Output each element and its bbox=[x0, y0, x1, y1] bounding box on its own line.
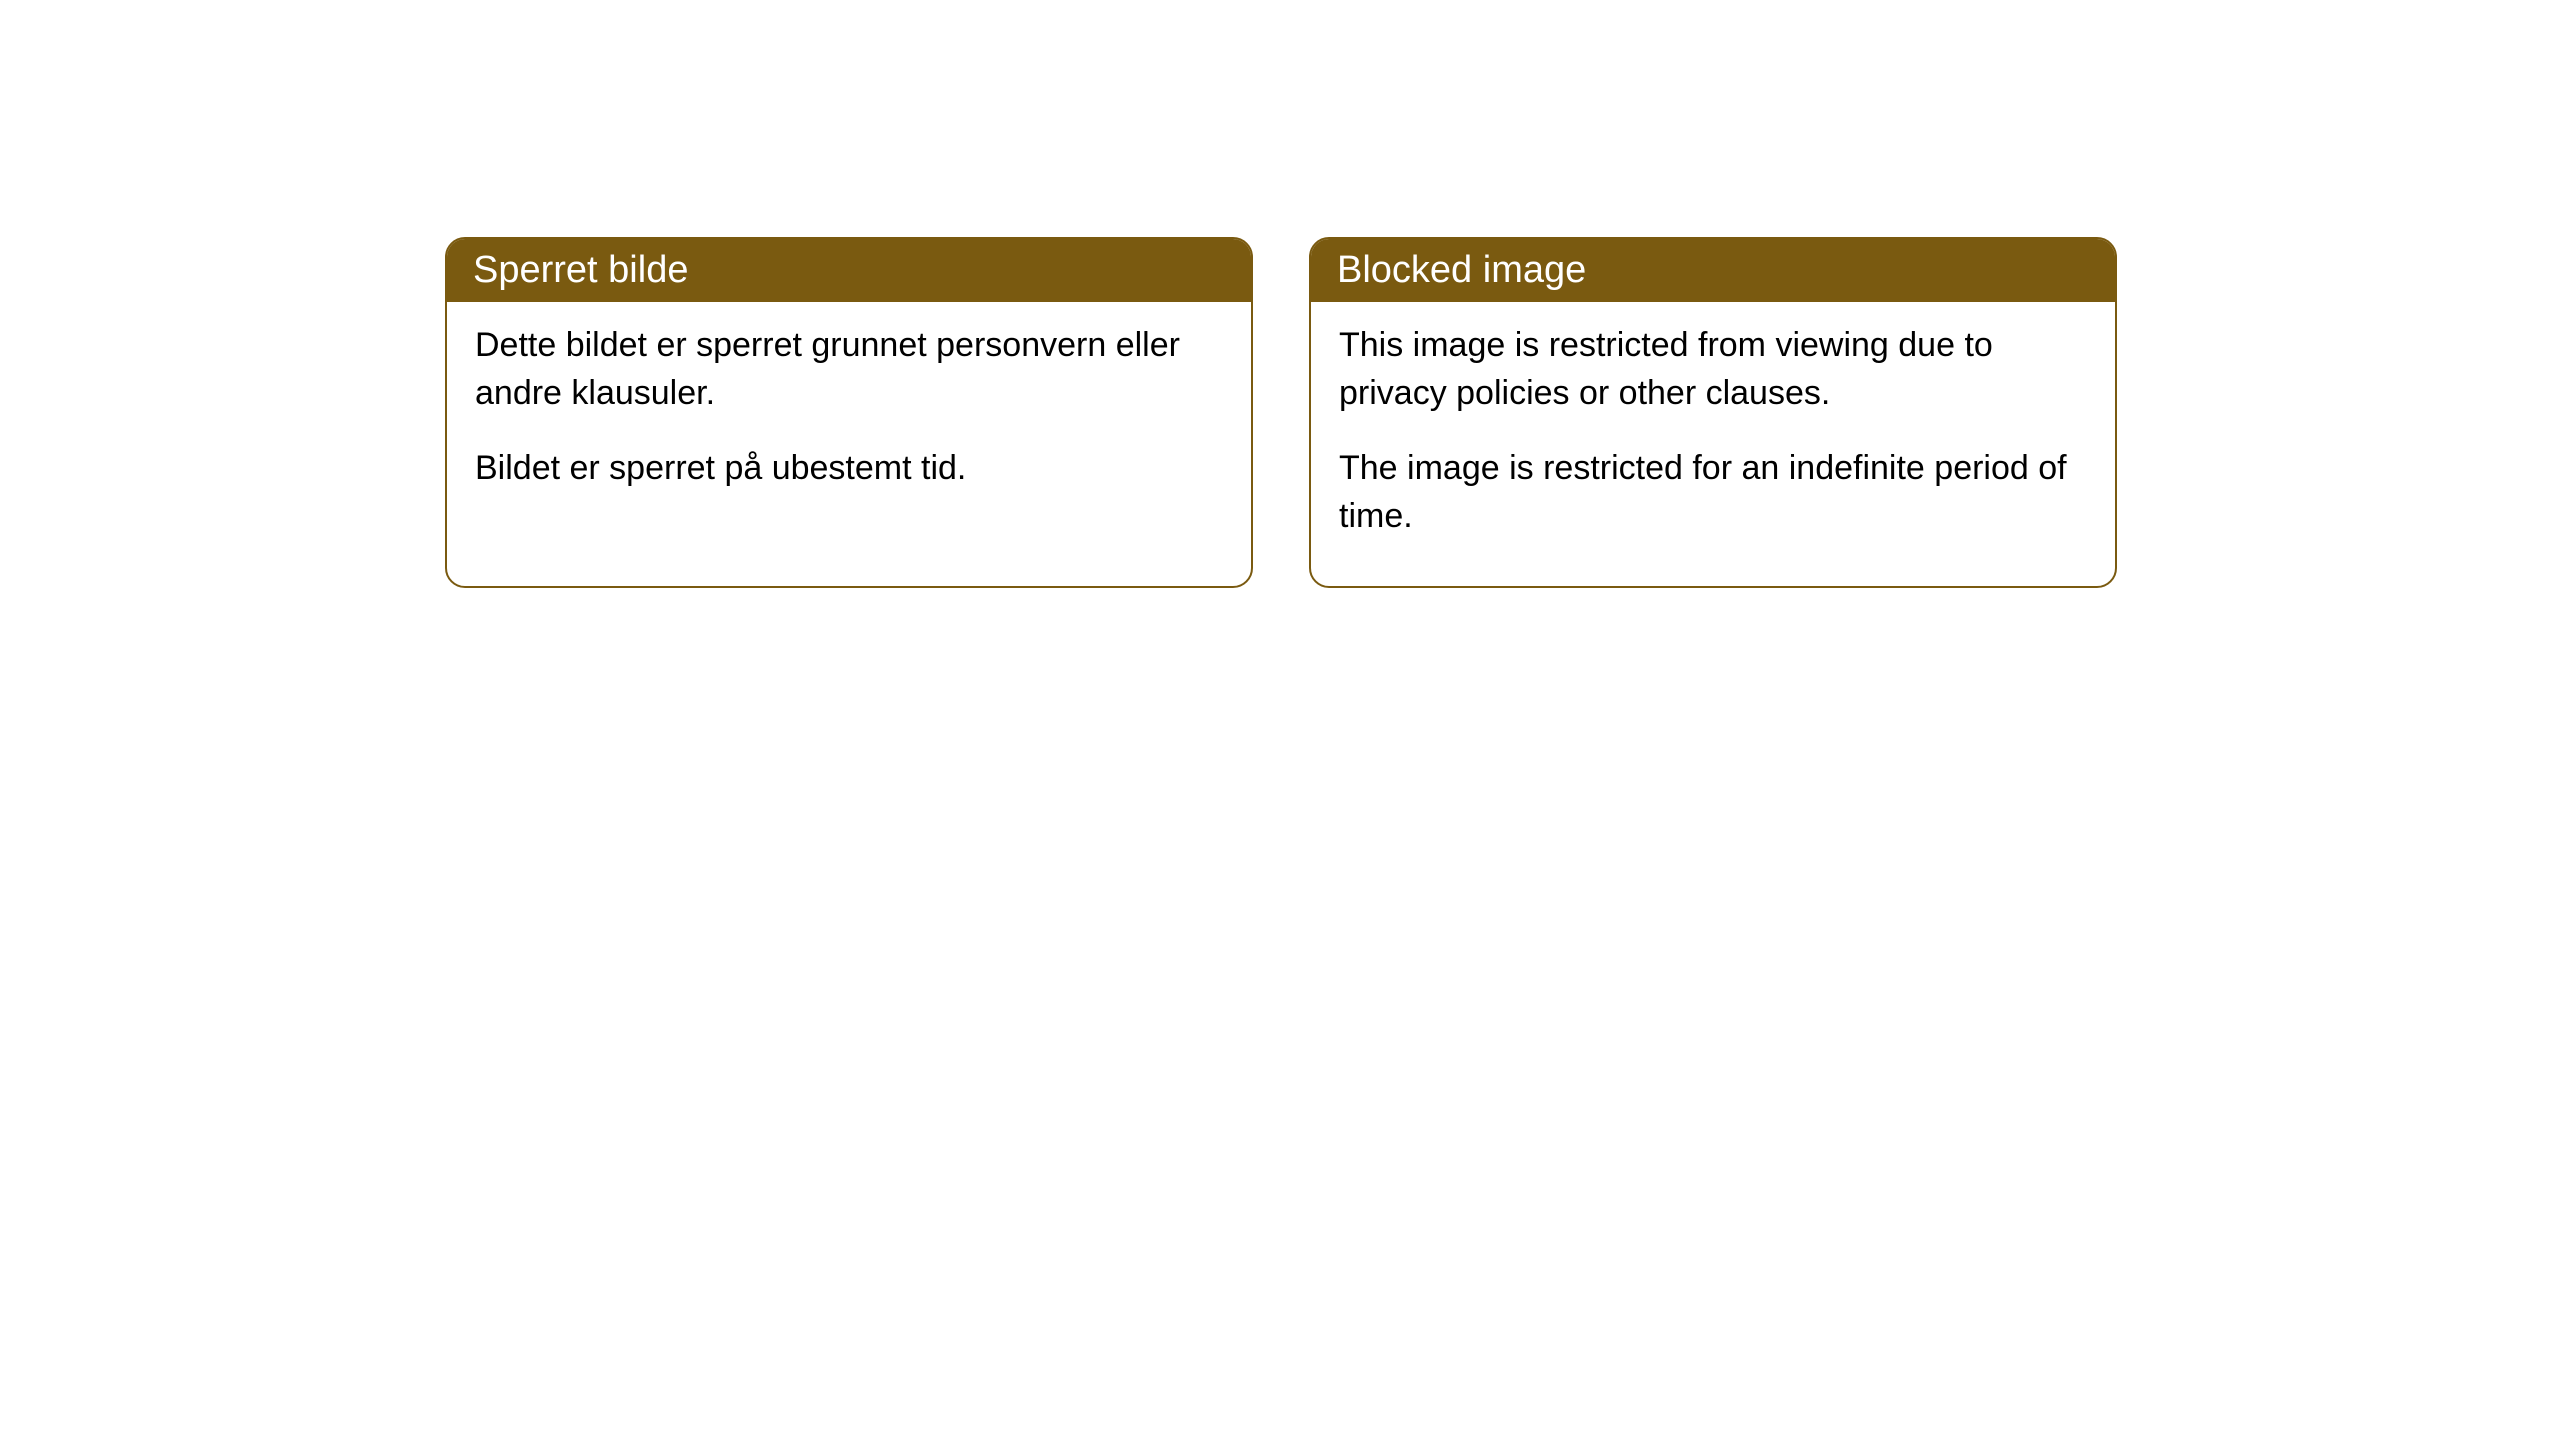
notice-cards-container: Sperret bilde Dette bildet er sperret gr… bbox=[445, 237, 2117, 588]
card-paragraph: This image is restricted from viewing du… bbox=[1339, 322, 2087, 417]
card-title: Sperret bilde bbox=[473, 249, 688, 291]
card-header-norwegian: Sperret bilde bbox=[447, 239, 1251, 302]
card-paragraph: The image is restricted for an indefinit… bbox=[1339, 445, 2087, 540]
card-body-english: This image is restricted from viewing du… bbox=[1311, 302, 2115, 586]
blocked-image-card-norwegian: Sperret bilde Dette bildet er sperret gr… bbox=[445, 237, 1253, 588]
card-header-english: Blocked image bbox=[1311, 239, 2115, 302]
card-title: Blocked image bbox=[1337, 249, 1586, 291]
card-paragraph: Dette bildet er sperret grunnet personve… bbox=[475, 322, 1223, 417]
card-paragraph: Bildet er sperret på ubestemt tid. bbox=[475, 445, 1223, 493]
card-body-norwegian: Dette bildet er sperret grunnet personve… bbox=[447, 302, 1251, 539]
blocked-image-card-english: Blocked image This image is restricted f… bbox=[1309, 237, 2117, 588]
